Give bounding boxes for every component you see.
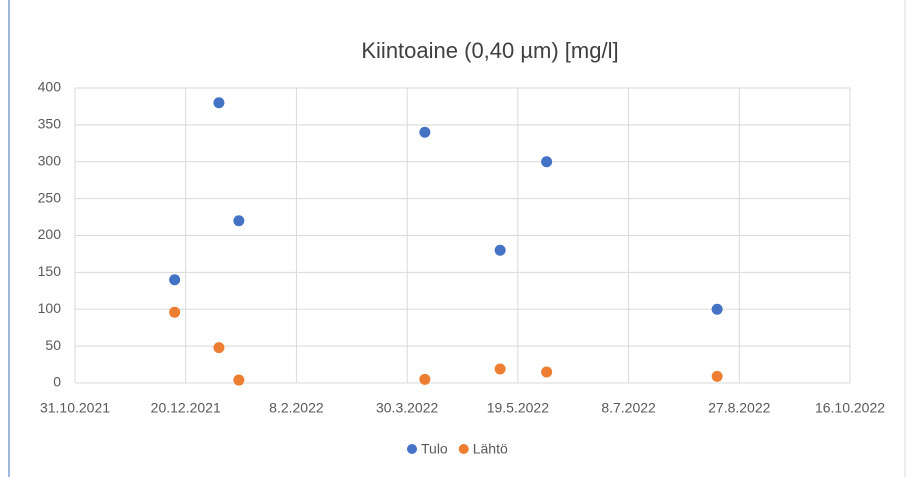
x-tick-label: 30.3.2022 <box>376 400 438 416</box>
x-tick-label: 16.10.2022 <box>815 400 885 416</box>
chart-title: Kiintoaine (0,40 µm) [mg/l] <box>361 38 618 63</box>
point <box>541 156 553 168</box>
x-tick-label: 8.2.2022 <box>269 400 324 416</box>
point <box>213 97 225 109</box>
legend-label: Tulo <box>421 441 448 457</box>
x-tick-label: 31.10.2021 <box>40 400 110 416</box>
point <box>169 306 181 318</box>
point <box>494 244 506 256</box>
point <box>169 274 181 286</box>
x-tick-label: 27.8.2022 <box>708 400 770 416</box>
point <box>494 363 506 375</box>
x-tick-label: 19.5.2022 <box>487 400 549 416</box>
legend-marker <box>407 444 417 454</box>
legend-label: Lähtö <box>473 441 508 457</box>
point <box>541 366 553 378</box>
y-tick-label: 0 <box>53 374 61 390</box>
y-tick-label: 50 <box>45 337 61 353</box>
y-tick-label: 150 <box>38 263 62 279</box>
point <box>711 370 723 382</box>
x-tick-label: 20.12.2021 <box>151 400 221 416</box>
point <box>213 342 225 354</box>
point <box>711 303 723 315</box>
y-tick-label: 200 <box>38 226 62 242</box>
y-tick-label: 100 <box>38 300 62 316</box>
x-tick-label: 8.7.2022 <box>601 400 656 416</box>
y-tick-label: 250 <box>38 189 62 205</box>
point <box>419 126 431 138</box>
y-tick-label: 350 <box>38 116 62 132</box>
y-tick-label: 300 <box>38 152 62 168</box>
point <box>233 374 245 386</box>
point <box>233 215 245 227</box>
y-tick-label: 400 <box>38 79 62 95</box>
point <box>419 373 431 385</box>
legend-marker <box>458 444 469 454</box>
